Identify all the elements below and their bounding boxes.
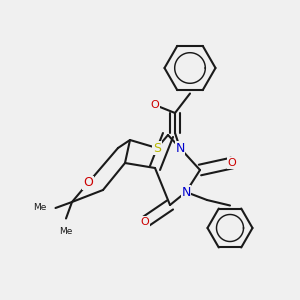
Text: N: N — [175, 142, 185, 154]
Text: O: O — [228, 158, 236, 168]
Text: O: O — [141, 217, 149, 227]
Text: Me: Me — [59, 227, 73, 236]
Text: N: N — [181, 185, 191, 199]
Text: O: O — [151, 100, 159, 110]
Text: S: S — [153, 142, 161, 154]
Text: O: O — [83, 176, 93, 190]
Text: Me: Me — [33, 203, 46, 212]
